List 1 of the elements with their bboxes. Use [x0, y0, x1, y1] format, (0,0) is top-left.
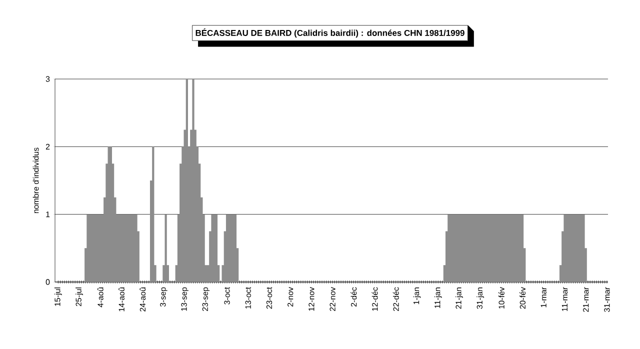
chart-title: BÉCASSEAU DE BAIRD (Calidris bairdii) : données CHN 1981/1999 [196, 28, 464, 38]
